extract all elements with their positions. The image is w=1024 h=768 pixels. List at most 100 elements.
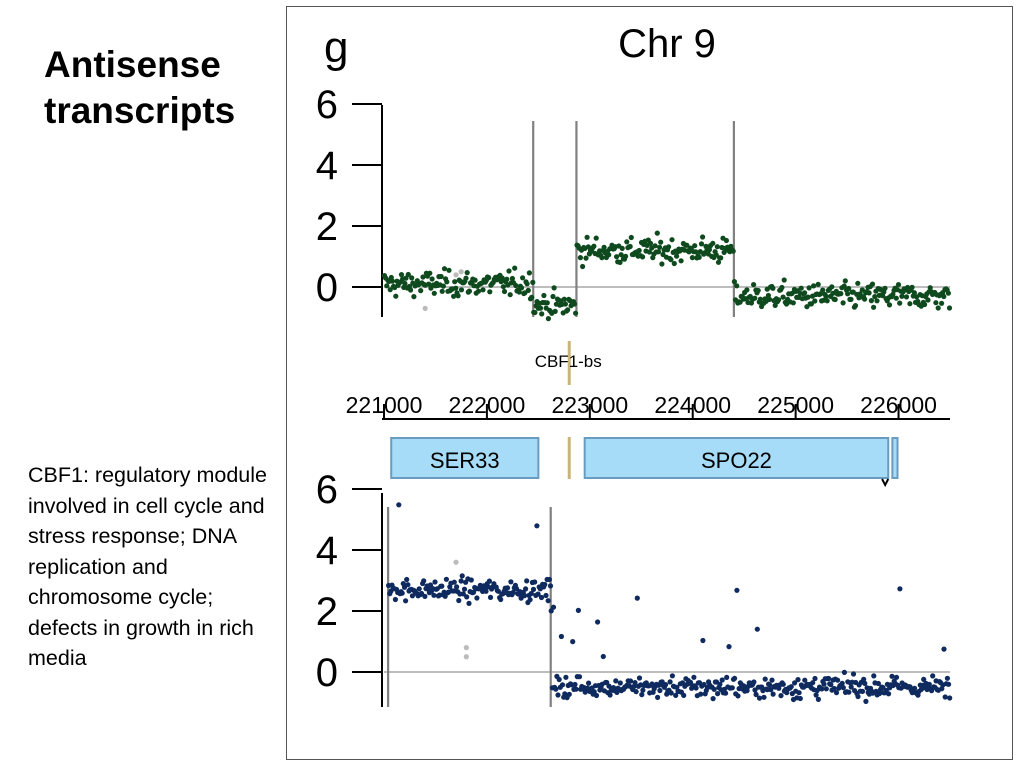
data-point xyxy=(392,596,398,603)
data-point xyxy=(521,593,528,599)
data-point xyxy=(550,604,557,610)
data-point xyxy=(778,693,784,699)
data-point xyxy=(576,674,583,680)
data-point xyxy=(755,287,761,294)
data-point xyxy=(403,598,409,604)
outlier-point xyxy=(453,559,459,565)
data-point xyxy=(841,283,847,289)
data-point xyxy=(735,693,741,699)
data-point xyxy=(657,244,663,250)
data-point xyxy=(947,695,953,701)
data-point xyxy=(561,296,567,302)
data-point xyxy=(715,259,722,265)
data-point xyxy=(593,235,599,241)
slide-title: Antisense transcripts xyxy=(44,44,236,131)
data-point xyxy=(501,288,508,295)
data-point xyxy=(570,639,576,645)
data-point xyxy=(486,275,492,281)
data-point xyxy=(893,674,900,680)
data-point xyxy=(912,685,918,692)
data-point xyxy=(935,305,941,311)
data-point xyxy=(571,301,578,307)
data-point xyxy=(942,694,948,700)
outlier-point xyxy=(453,272,459,278)
data-point xyxy=(788,684,794,690)
data-point xyxy=(513,586,520,592)
gene-box xyxy=(891,437,899,479)
data-point xyxy=(421,578,427,584)
data-point xyxy=(941,293,947,300)
data-point xyxy=(726,644,732,650)
data-point xyxy=(510,589,516,596)
data-point xyxy=(811,283,817,289)
gene-label: SPO22 xyxy=(701,448,772,473)
data-point xyxy=(823,293,829,299)
data-point xyxy=(456,597,462,604)
data-point xyxy=(869,281,876,287)
data-point xyxy=(654,230,660,236)
data-point xyxy=(483,588,489,594)
data-point xyxy=(541,292,547,299)
data-point xyxy=(842,278,848,284)
data-point xyxy=(659,261,665,267)
data-point xyxy=(420,274,426,280)
data-point xyxy=(468,577,474,583)
data-point xyxy=(719,677,725,683)
data-point xyxy=(696,254,702,260)
data-point xyxy=(926,681,932,687)
y-tick-label: 6 xyxy=(316,468,338,512)
data-point xyxy=(657,687,663,694)
data-point xyxy=(577,255,583,261)
data-point xyxy=(552,308,558,314)
data-point xyxy=(474,595,480,601)
binding-site-label: CBF1-bs xyxy=(535,352,602,371)
data-point xyxy=(802,677,808,683)
data-point xyxy=(633,689,639,695)
data-point xyxy=(890,291,896,297)
data-point xyxy=(921,676,927,683)
data-point xyxy=(852,303,859,309)
data-point xyxy=(599,255,605,261)
data-point xyxy=(524,578,530,584)
data-point xyxy=(792,680,798,686)
data-point xyxy=(668,257,674,263)
data-point xyxy=(636,247,642,254)
data-point xyxy=(543,592,549,599)
x-axis: 221000 222000 223000 224000 225000 226000 xyxy=(346,392,950,420)
data-point xyxy=(815,696,822,703)
data-point xyxy=(850,671,857,677)
data-point xyxy=(893,295,899,301)
data-point xyxy=(460,591,466,597)
x-tick-label: 223000 xyxy=(551,392,628,418)
y-tick-label: 0 xyxy=(316,651,338,695)
data-point xyxy=(646,249,652,255)
data-point xyxy=(624,239,630,245)
data-point xyxy=(798,285,804,291)
data-point xyxy=(409,275,415,281)
data-point xyxy=(440,283,446,289)
data-point xyxy=(472,277,478,283)
data-point xyxy=(538,594,545,601)
data-point xyxy=(820,287,826,293)
data-point xyxy=(723,690,729,696)
data-point xyxy=(427,270,433,276)
data-point xyxy=(754,626,760,632)
data-point xyxy=(606,683,612,689)
data-point xyxy=(674,684,680,690)
data-point xyxy=(939,300,945,306)
data-point xyxy=(546,576,552,583)
data-point xyxy=(627,678,634,684)
data-point xyxy=(458,578,464,584)
data-point xyxy=(439,583,445,589)
strand-chevron-icon xyxy=(881,478,890,488)
data-point xyxy=(529,294,535,300)
data-point xyxy=(831,685,837,692)
data-point xyxy=(601,244,607,250)
data-point xyxy=(426,281,432,287)
data-point xyxy=(548,608,554,614)
chart-title: Chr 9 xyxy=(618,22,716,66)
data-point xyxy=(512,265,518,271)
data-point xyxy=(861,676,867,682)
data-point xyxy=(532,579,538,585)
data-point xyxy=(384,283,390,289)
